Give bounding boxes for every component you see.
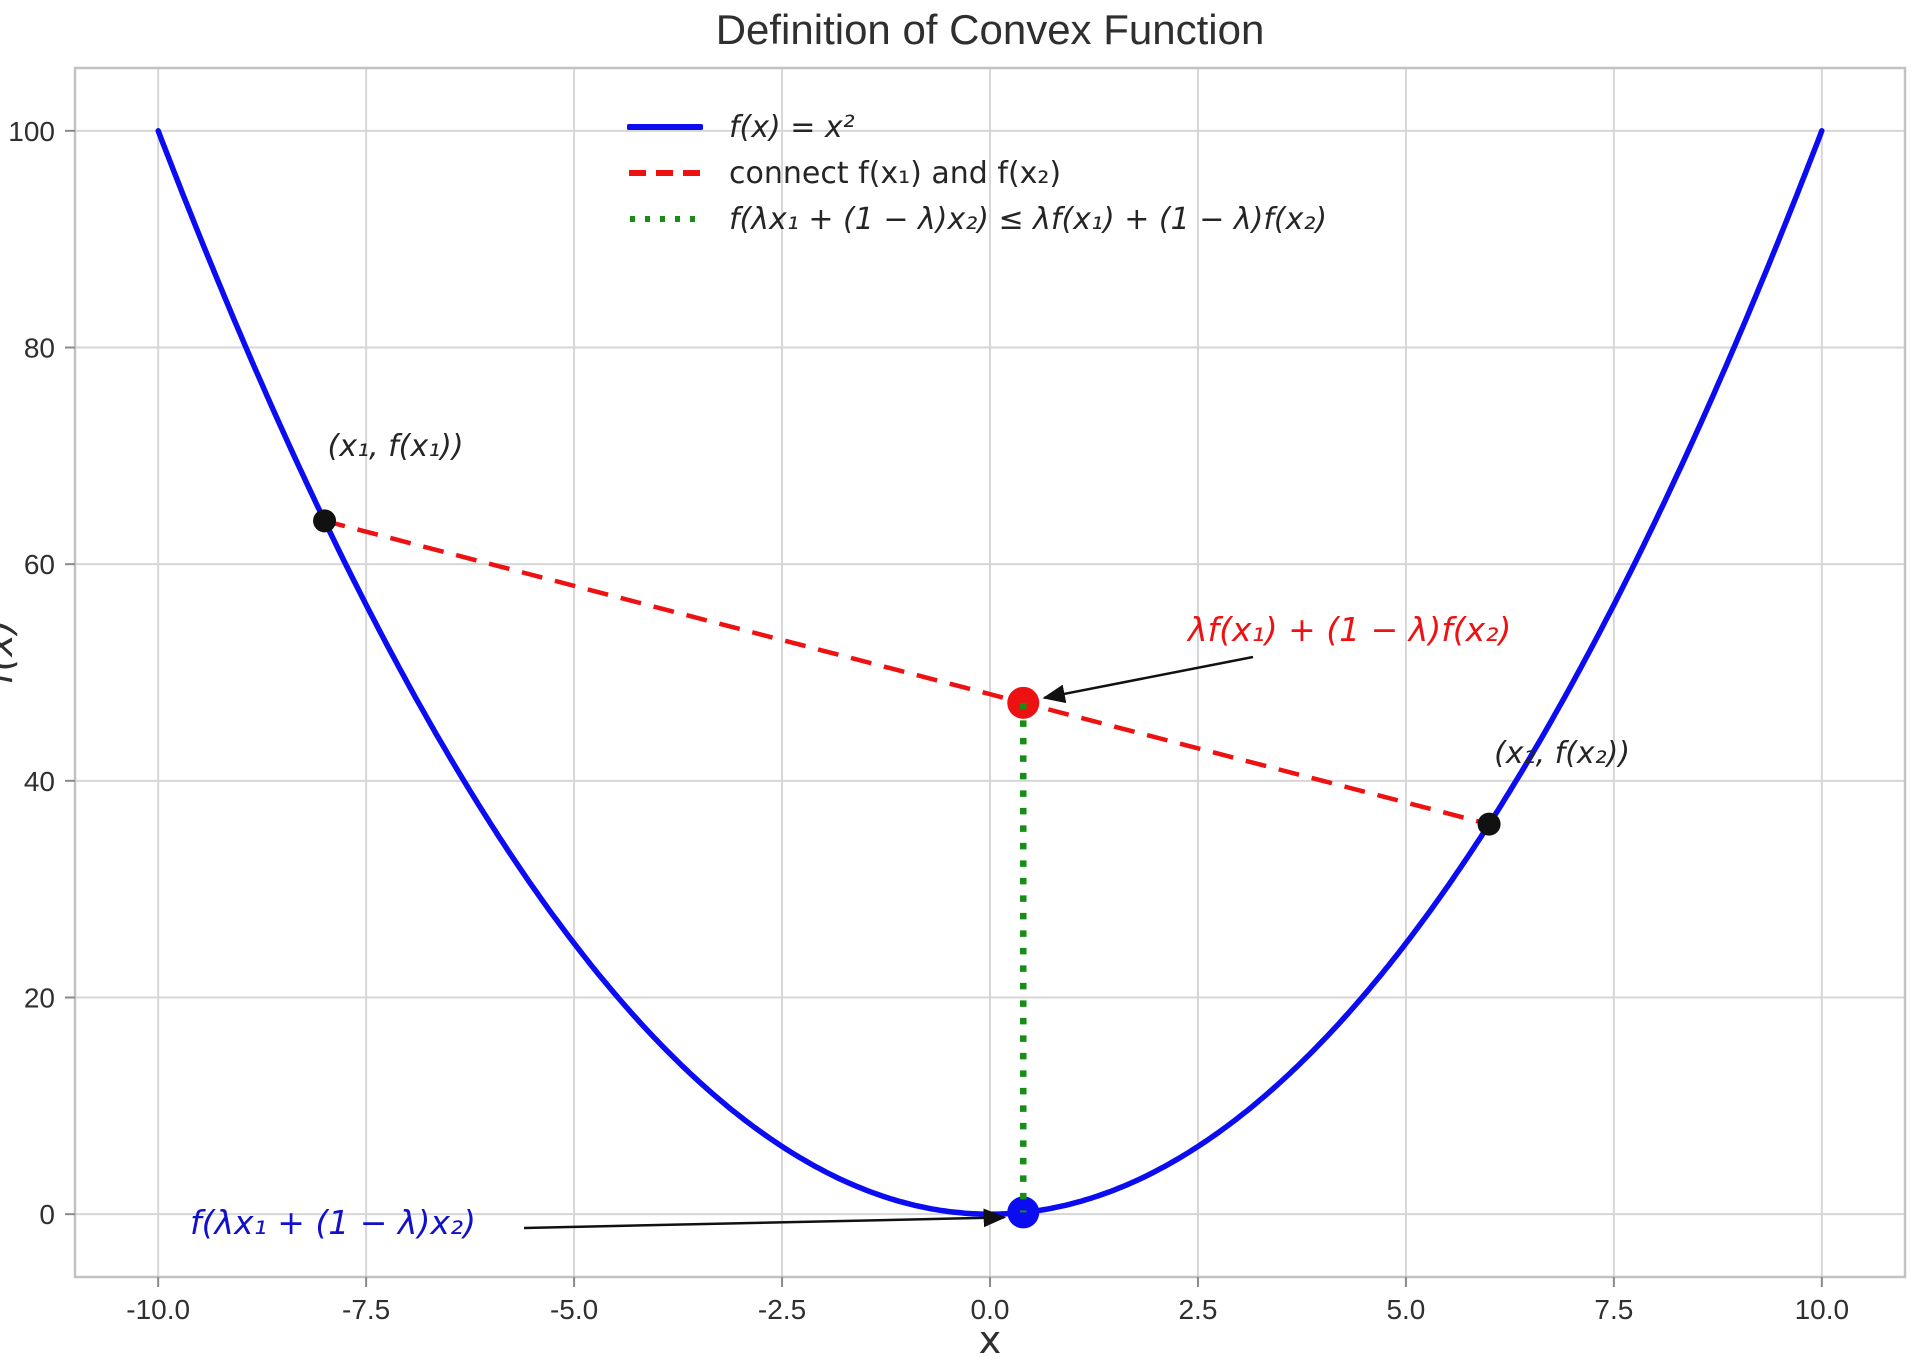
point-x1 [313, 509, 337, 533]
chord-line [323, 518, 1490, 827]
legend-item-chord: connect f(x₁) and f(x₂) [627, 155, 1327, 191]
x-tick-label: -5.0 [550, 1294, 598, 1325]
point-x2 [1477, 812, 1501, 836]
x-tick-label: 5.0 [1386, 1294, 1425, 1325]
y-tick-label: 20 [24, 983, 55, 1014]
y-tick-label: 40 [24, 766, 55, 797]
legend-line-dashed-icon [629, 170, 703, 176]
arrow-to-curve-point [523, 1208, 1007, 1230]
arrow-to-chord-point [1042, 655, 1254, 704]
point-label-x1: (x₁, f(x₁)) [327, 428, 464, 464]
legend-label-inequality: f(λx₁ + (1 − λ)x₂) ≤ λf(x₁) + (1 − λ)f(x… [729, 201, 1328, 237]
annotation-function-value: f(λx₁ + (1 − λ)x₂) [190, 1203, 476, 1242]
y-tick-label: 0 [39, 1199, 55, 1230]
chart-title: Definition of Convex Function [715, 6, 1265, 53]
y-tick-label: 100 [8, 116, 55, 147]
x-tick-label: 2.5 [1178, 1294, 1217, 1325]
x-tick-label: -2.5 [758, 1294, 806, 1325]
legend-item-curve: f(x) = x² [627, 109, 1327, 145]
y-tick-label: 80 [24, 333, 55, 364]
x-tick-label: -10.0 [126, 1294, 190, 1325]
x-axis-label: x [978, 1318, 1002, 1362]
legend-line-solid-icon [627, 124, 703, 130]
annotation-chord-value: λf(x₁) + (1 − λ)f(x₂) [1188, 610, 1512, 649]
y-axis-label: f(x) [0, 619, 21, 685]
legend: f(x) = x² connect f(x₁) and f(x₂) f(λx₁ … [627, 109, 1328, 237]
x-tick-label: 7.5 [1594, 1294, 1633, 1325]
y-tick-label: 60 [24, 549, 55, 580]
x-tick-label: 0.0 [971, 1294, 1010, 1325]
x-tick-label: -7.5 [342, 1294, 390, 1325]
x-tick-label: 10.0 [1795, 1294, 1850, 1325]
legend-label-curve: f(x) = x² [729, 109, 855, 145]
legend-item-inequality: f(λx₁ + (1 − λ)x₂) ≤ λf(x₁) + (1 − λ)f(x… [627, 201, 1328, 237]
legend-line-dotted-icon [630, 216, 703, 222]
legend-label-chord: connect f(x₁) and f(x₂) [729, 155, 1062, 191]
point-label-x2: (x₂, f(x₂)) [1494, 736, 1631, 772]
